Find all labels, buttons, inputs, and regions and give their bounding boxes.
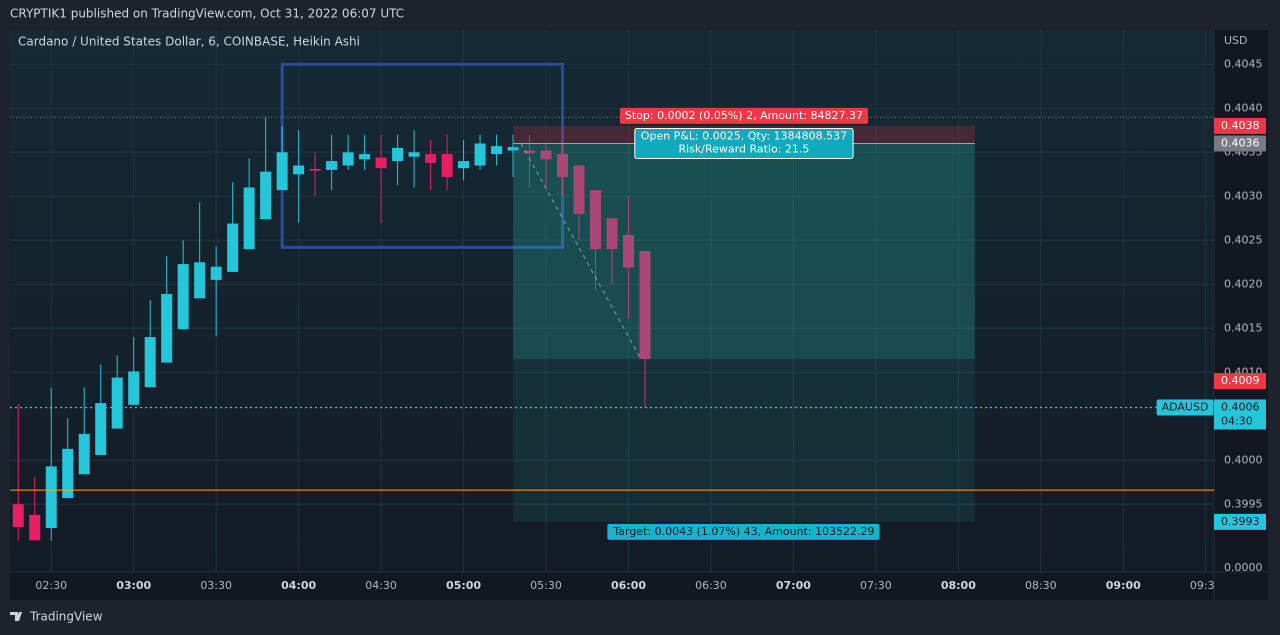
candle-body: [474, 143, 486, 166]
pnl-label: Open P&L: 0.0025, Qty: 1384808.537: [641, 130, 847, 143]
time-axis: 02:30 03:00 03:30 04:00 04:30 05:00 05:30 06:00…: [35, 579, 1222, 592]
footer-logo: TradingView: [29, 610, 103, 624]
y-tick-label: 0.4025: [1224, 233, 1263, 246]
candle-body: [425, 154, 437, 163]
y-tick-label: 0.4040: [1224, 101, 1263, 114]
candle-body: [62, 448, 74, 499]
candle-body: [243, 187, 255, 250]
candle-body: [590, 190, 602, 250]
target-label-bg: [607, 523, 880, 540]
candle-body: [375, 157, 387, 169]
candle-body: [639, 250, 651, 360]
stop-label-bg: [619, 107, 869, 124]
candle-body: [29, 514, 41, 541]
x-tick-label: 04:00: [281, 579, 316, 592]
symbol-label: ADAUSD: [1162, 400, 1209, 413]
x-tick-label: 08:30: [1025, 579, 1057, 592]
chart-pane: [10, 30, 1214, 572]
candle-body: [12, 504, 24, 528]
candle-body: [606, 218, 618, 250]
candle-body: [293, 165, 305, 175]
y-tick-label: 0.4020: [1224, 277, 1263, 290]
candle-body: [144, 337, 156, 388]
candle-body: [45, 466, 57, 529]
candle-body: [441, 154, 453, 177]
x-tick-label: 05:30: [530, 579, 562, 592]
target-label: Target: 0.0043 (1.07%) 43, Amount: 10352…: [612, 525, 874, 538]
x-tick-label: 02:30: [35, 579, 67, 592]
price-axis-label-bg: [1214, 135, 1266, 152]
candle-body: [161, 293, 173, 363]
pnl-box: [634, 128, 854, 160]
candle-body: [276, 152, 288, 191]
candle-body: [260, 171, 272, 220]
candle-body: [540, 150, 552, 160]
logo-icon: [10, 612, 22, 621]
y-axis-label: USD: [1224, 34, 1248, 47]
candle-body: [622, 235, 634, 268]
candle-body: [111, 377, 123, 429]
x-tick-label: 08:00: [941, 579, 976, 592]
last-price-label: 0.4006: [1221, 400, 1260, 413]
candle-body: [392, 147, 404, 162]
candle-body: [342, 152, 354, 166]
x-tick-label: 04:30: [365, 579, 397, 592]
candle-body: [458, 161, 470, 169]
candle-body: [408, 152, 420, 157]
price-axis-label-bg: [1214, 117, 1266, 134]
x-tick-label: 09:30: [1190, 579, 1222, 592]
candle-body: [309, 169, 321, 171]
price-axis-label: 0.4038: [1221, 119, 1260, 132]
candle-body: [491, 146, 503, 155]
open-profit-zone: [513, 143, 975, 360]
countdown-label: 04:30: [1221, 414, 1253, 427]
overlays: 0.40450.40400.40350.40300.40250.40200.40…: [18, 34, 1266, 574]
candle-body: [78, 433, 90, 475]
candle-body: [359, 154, 371, 160]
x-tick-label: 09:00: [1106, 579, 1141, 592]
price-axis-label-bg: [1214, 373, 1266, 390]
price-axis-label: 0.4009: [1221, 374, 1260, 387]
candle-body: [227, 223, 239, 272]
bottom-axis-label: 0.0000: [1224, 561, 1263, 574]
x-tick-label: 03:30: [200, 579, 232, 592]
candle-body: [557, 154, 569, 177]
candle-body: [573, 165, 585, 214]
rr-label: Risk/Reward Ratio: 21.5: [678, 143, 809, 156]
stop-label: Stop: 0.0002 (0.05%) 2, Amount: 84827.37: [625, 109, 863, 122]
y-tick-label: 0.4030: [1224, 189, 1263, 202]
y-tick-label: 0.4000: [1224, 453, 1263, 466]
candle-body: [128, 371, 140, 405]
x-tick-label: 03:00: [116, 579, 151, 592]
y-tick-label: 0.4045: [1224, 57, 1263, 70]
price-axis-label: 0.4036: [1221, 137, 1260, 150]
candle-body: [95, 403, 107, 455]
candle-body: [507, 147, 519, 151]
plot: [10, 30, 1214, 572]
x-tick-label: 05:00: [446, 579, 481, 592]
x-tick-label: 07:30: [860, 579, 892, 592]
price-axis-label-bg: [1214, 513, 1266, 530]
candle-body: [524, 150, 536, 154]
symbol-label-bg: [1156, 399, 1214, 416]
y-tick-label: 0.4015: [1224, 321, 1263, 334]
x-tick-label: 06:30: [695, 579, 727, 592]
x-tick-label: 06:00: [611, 579, 646, 592]
candle-body: [210, 266, 222, 280]
candle-body: [177, 264, 189, 330]
pnl-path: [520, 143, 642, 360]
last-price-bg: [1214, 399, 1266, 430]
candle-body: [194, 262, 206, 299]
header: CRYPTIK1 published on TradingView.com, O…: [10, 7, 404, 21]
price-axis-label: 0.3993: [1221, 515, 1260, 528]
candle-body: [326, 161, 338, 170]
x-tick-label: 07:00: [776, 579, 811, 592]
target-zone: [513, 143, 975, 522]
y-tick-label: 0.3995: [1224, 497, 1263, 510]
chart-title: Cardano / United States Dollar, 6, COINB…: [18, 35, 360, 49]
